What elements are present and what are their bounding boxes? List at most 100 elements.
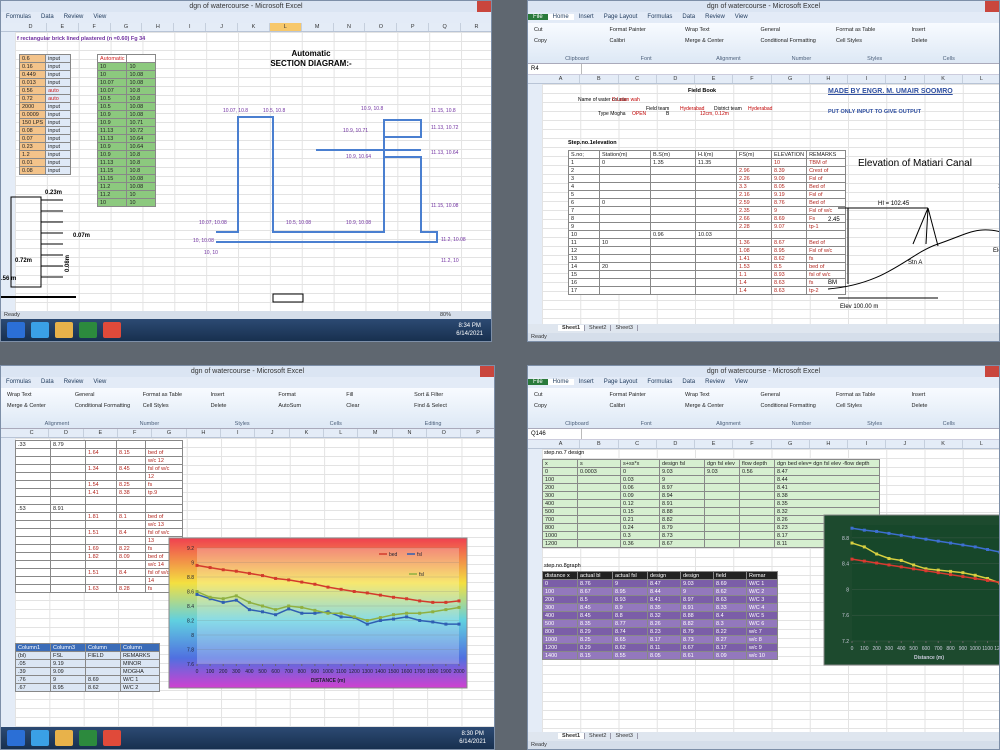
close-button[interactable] — [985, 1, 999, 12]
ribbon-tab[interactable]: Review — [705, 379, 725, 385]
row-headers — [1, 438, 15, 727]
ribbon-button[interactable]: General — [74, 392, 95, 398]
ribbon-button[interactable]: Insert — [210, 392, 225, 398]
ribbon-button[interactable]: Delete — [911, 38, 928, 44]
ribbon-tab[interactable]: View — [93, 14, 107, 20]
taskbar-icon[interactable] — [31, 322, 49, 338]
ribbon-tab[interactable]: Insert — [578, 14, 594, 20]
series-marker — [936, 568, 940, 572]
sheet-tab[interactable]: Sheet1 — [558, 325, 586, 331]
sheet-tab[interactable]: Sheet1 — [558, 733, 586, 739]
ribbon-button[interactable]: Wrap Text — [7, 392, 32, 398]
series-marker — [912, 535, 916, 539]
x-tick-label: 1300 — [362, 669, 373, 675]
ribbon-tab[interactable]: Formulas — [6, 14, 32, 20]
ribbon-button[interactable]: Cell Styles — [142, 403, 169, 409]
ribbon-button[interactable]: Copy — [534, 38, 547, 44]
ribbon-tab[interactable]: Data — [41, 14, 54, 20]
taskbar-icon[interactable] — [55, 730, 73, 746]
taskbar-icon[interactable] — [7, 730, 25, 746]
ribbon-tab[interactable]: Formulas — [6, 379, 32, 385]
series-marker — [365, 619, 369, 622]
close-button[interactable] — [480, 366, 494, 377]
ribbon-tab[interactable]: Review — [63, 379, 84, 385]
ribbon-button[interactable]: Sort & Filter — [414, 392, 444, 398]
name-box[interactable]: R4 — [528, 64, 582, 74]
ribbon-tab[interactable]: Data — [41, 379, 54, 385]
taskbar-icon[interactable] — [103, 322, 121, 338]
taskbar-icon[interactable] — [31, 730, 49, 746]
ribbon-tab[interactable]: Home — [547, 379, 574, 385]
ribbon-button[interactable]: AutoSum — [278, 403, 302, 409]
taskbar-icon[interactable] — [79, 322, 97, 338]
series-marker — [444, 608, 448, 612]
ribbon-button[interactable]: Insert — [911, 392, 926, 398]
ribbon-button[interactable]: General — [760, 392, 781, 398]
ribbon-button[interactable]: Merge & Center — [7, 403, 46, 409]
ribbon-tab[interactable]: View — [734, 14, 748, 20]
ribbon-tab[interactable]: Data — [682, 379, 696, 385]
ribbon-button[interactable]: Merge & Center — [685, 38, 724, 44]
series-marker — [378, 616, 382, 620]
ribbon-button[interactable]: Merge & Center — [685, 403, 724, 409]
ribbon-button[interactable]: Format — [278, 392, 296, 398]
ribbon-button[interactable]: Conditional Formatting — [760, 403, 816, 409]
name-box[interactable]: Q146 — [528, 429, 582, 439]
series-marker — [365, 591, 369, 595]
ribbon-tab[interactable]: View — [93, 379, 107, 385]
close-button[interactable] — [477, 1, 491, 12]
ribbon-button[interactable]: Format Painter — [609, 392, 646, 398]
sheet-tab[interactable]: Sheet3 — [611, 325, 638, 331]
ribbon-tab[interactable]: Formulas — [647, 379, 673, 385]
ribbon-button[interactable]: Cell Styles — [836, 403, 862, 409]
ribbon-tab[interactable]: Page Layout — [603, 379, 638, 385]
ribbon-tab[interactable]: Home — [547, 14, 574, 20]
ribbon-tab[interactable]: Page Layout — [603, 14, 638, 20]
ribbon-button[interactable]: Format as Table — [142, 392, 183, 398]
ribbon-tab[interactable]: File — [528, 379, 548, 385]
taskbar-icon[interactable] — [103, 730, 121, 746]
ribbon-button[interactable]: Format as Table — [836, 392, 876, 398]
ribbon-button[interactable]: Wrap Text — [685, 392, 710, 398]
taskbar-icon[interactable] — [79, 730, 97, 746]
ribbon-tab[interactable]: Review — [705, 14, 725, 20]
ribbon-button[interactable]: Calibri — [609, 403, 626, 409]
ribbon-button[interactable]: Cut — [534, 27, 543, 33]
series-marker — [862, 528, 866, 532]
ribbon-tab[interactable]: Review — [63, 14, 84, 20]
ribbon-button[interactable]: Delete — [911, 403, 928, 409]
ribbon-button[interactable]: Insert — [911, 27, 926, 33]
taskbar-icon[interactable] — [7, 322, 25, 338]
ribbon-button[interactable]: Cut — [534, 392, 543, 398]
ribbon-tab[interactable]: File — [528, 14, 548, 20]
ribbon-button[interactable]: Format as Table — [836, 27, 876, 33]
ribbon-button[interactable]: Clear — [346, 403, 360, 409]
series-marker — [405, 611, 409, 615]
ribbon-button[interactable]: Cell Styles — [836, 38, 862, 44]
ribbon-tab[interactable]: Data — [682, 14, 696, 20]
ribbon-button[interactable]: Copy — [534, 403, 547, 409]
ribbon-button[interactable]: Conditional Formatting — [760, 38, 816, 44]
taskbar-icon[interactable] — [55, 322, 73, 338]
y-tick-label: 8.8 — [187, 575, 194, 581]
ribbon-button[interactable]: Delete — [210, 403, 227, 409]
close-button[interactable] — [985, 366, 999, 377]
excel-window: dgn of watercourse - Microsoft Excel File… — [527, 0, 1000, 342]
sheet-tab[interactable]: Sheet2 — [585, 733, 612, 739]
ribbon-button[interactable]: General — [760, 27, 781, 33]
ribbon-button[interactable]: Find & Select — [414, 403, 447, 409]
ribbon-tab[interactable]: Insert — [578, 379, 594, 385]
ribbon-button[interactable]: Wrap Text — [685, 27, 710, 33]
ribbon-tab[interactable]: View — [734, 379, 748, 385]
ribbon-button[interactable]: Format Painter — [609, 27, 646, 33]
column-header: O — [365, 23, 398, 31]
sheet-tab[interactable]: Sheet2 — [585, 325, 612, 331]
ribbon-button[interactable]: Calibri — [609, 38, 626, 44]
sheet-tab[interactable]: Sheet3 — [611, 733, 638, 739]
info-text: Hyderabad — [680, 106, 705, 112]
ribbon-group-label: Styles — [867, 56, 883, 62]
series-marker — [234, 598, 238, 602]
ribbon-tab[interactable]: Formulas — [647, 14, 673, 20]
ribbon-button[interactable]: Conditional Formatting — [74, 403, 131, 409]
ribbon-button[interactable]: Fill — [346, 392, 354, 398]
